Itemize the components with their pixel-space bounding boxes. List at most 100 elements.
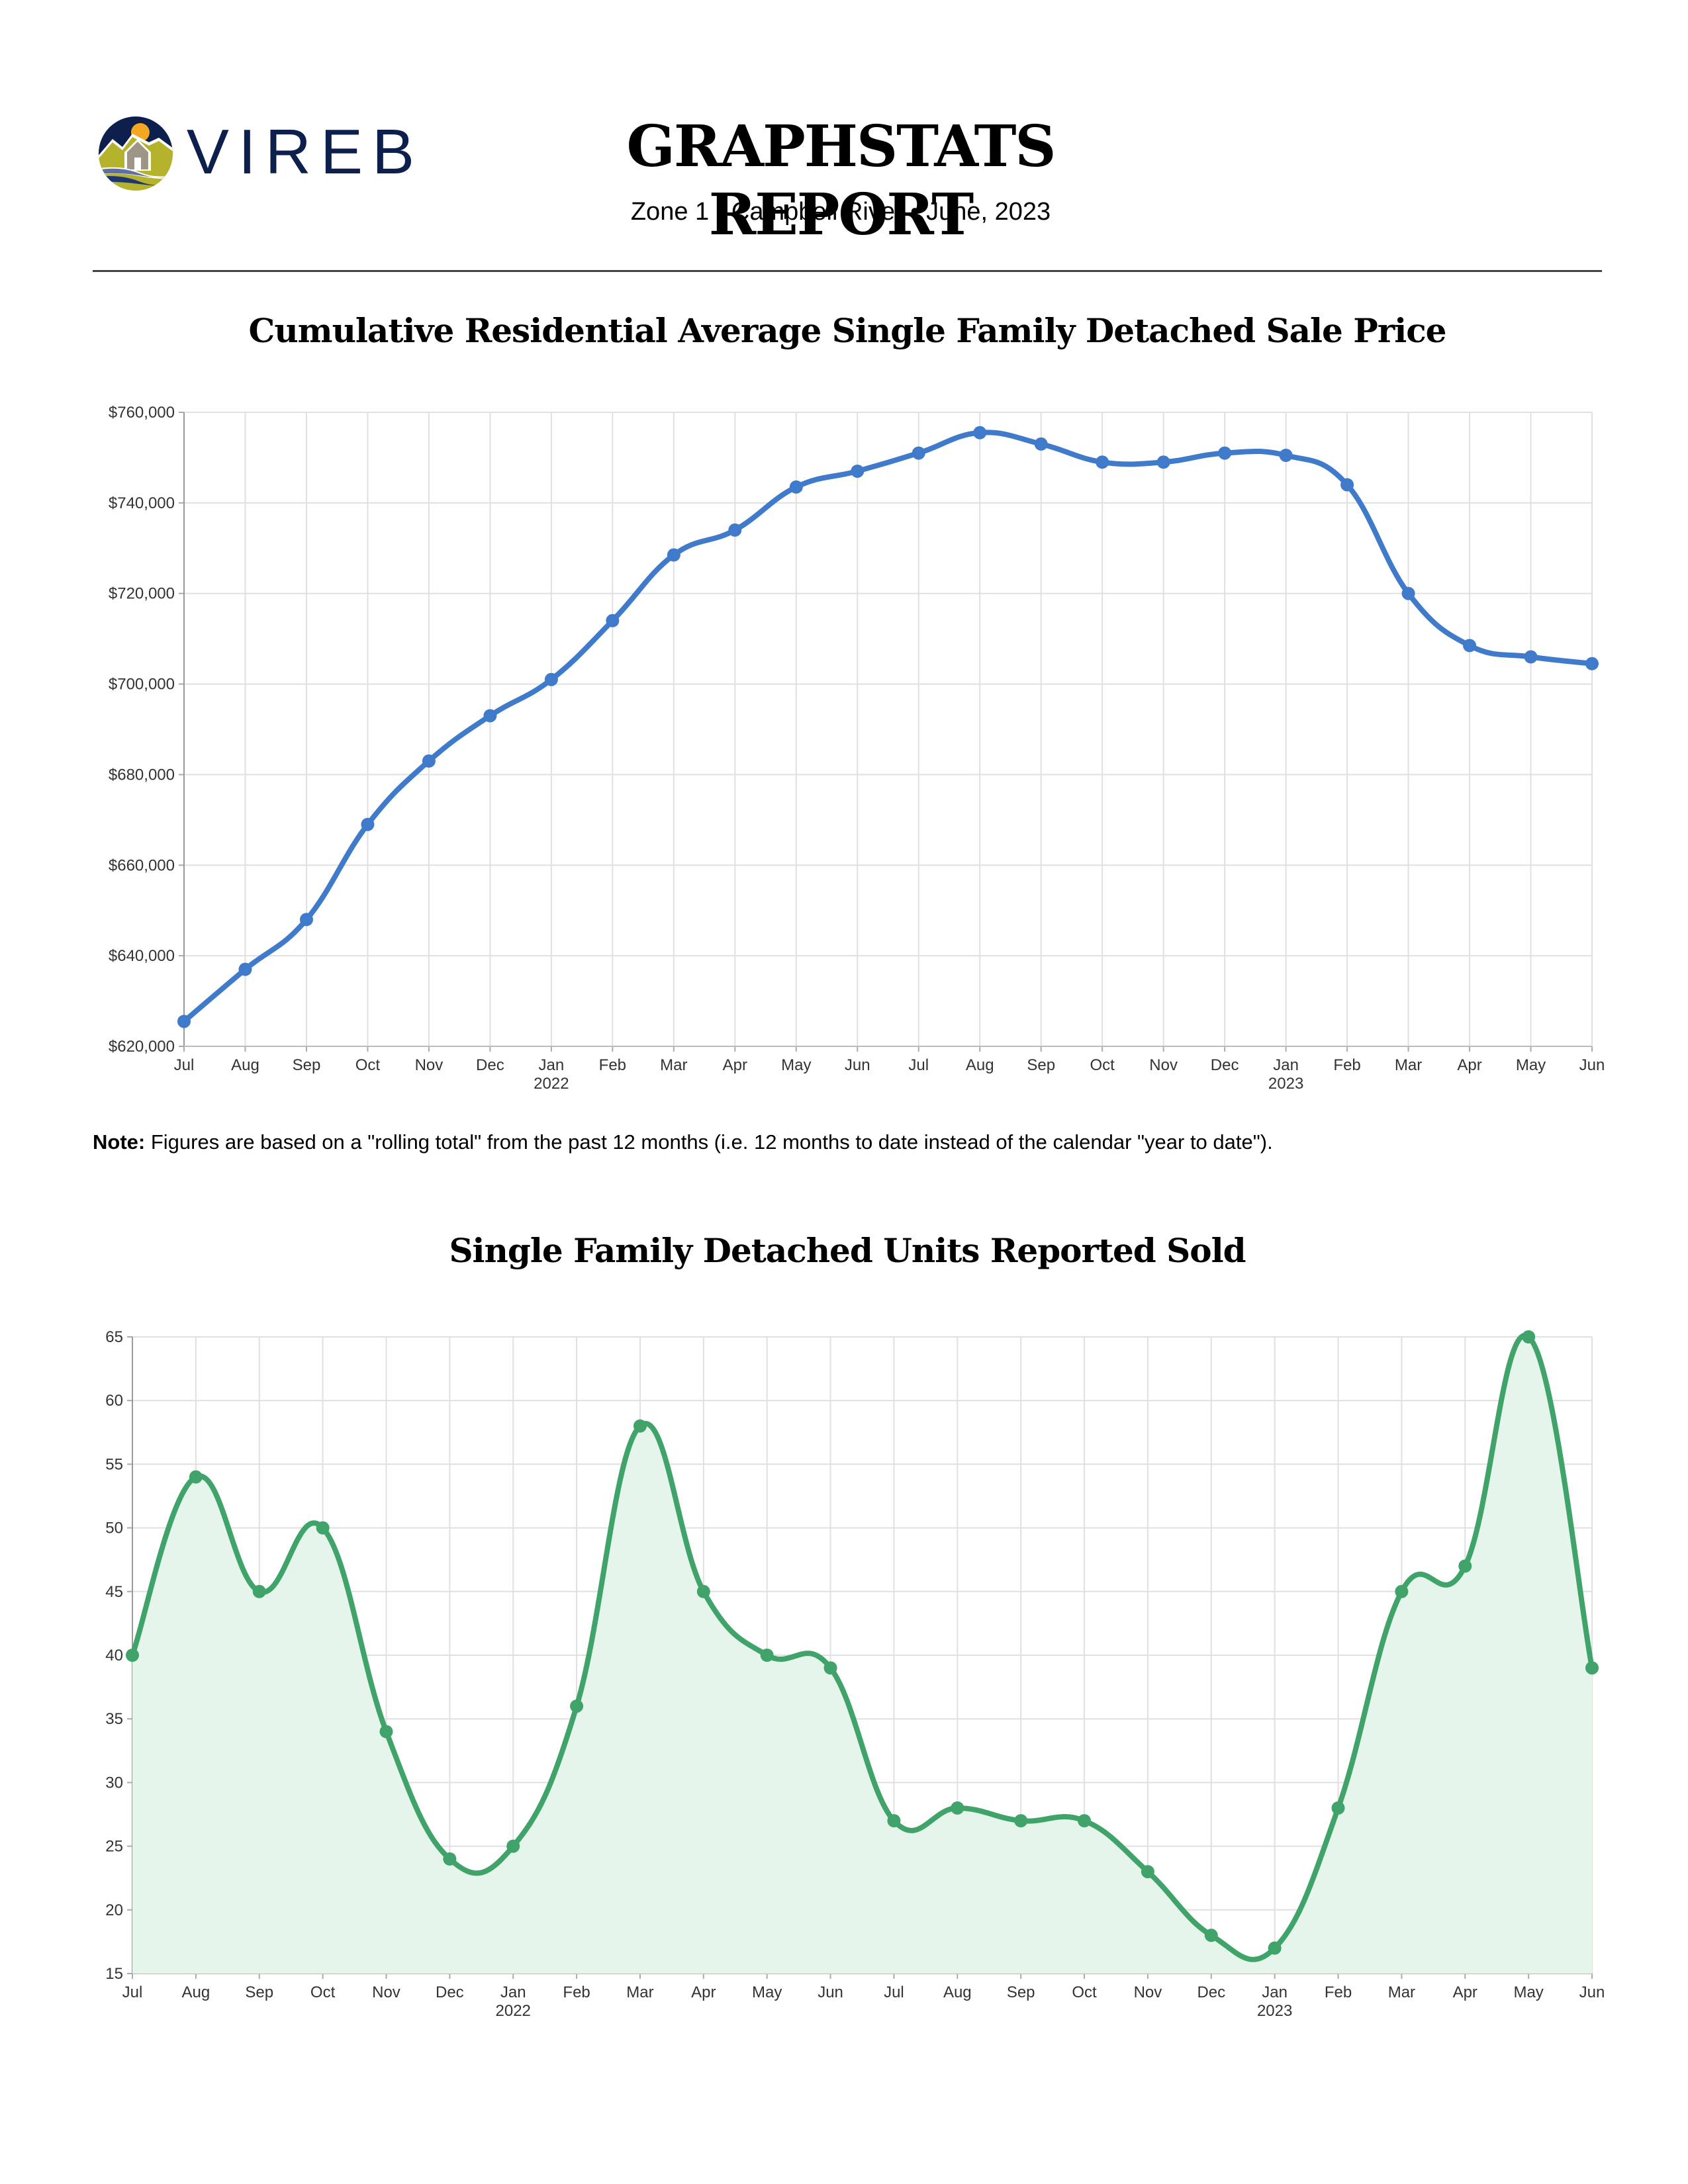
data-point bbox=[1585, 1661, 1599, 1675]
data-point bbox=[1096, 455, 1109, 469]
x-tick-label: Oct bbox=[310, 1983, 336, 2001]
x-tick-label: Jan bbox=[500, 1983, 526, 2001]
report-header: VIREB GRAPHSTATS REPORT Zone 1 - Campbel… bbox=[93, 106, 1602, 271]
x-tick-label: May bbox=[1516, 1056, 1546, 1074]
x-tick-label: May bbox=[781, 1056, 811, 1074]
x-tick-label: Sep bbox=[1027, 1056, 1055, 1074]
y-tick-label: $660,000 bbox=[109, 856, 175, 874]
x-tick-label: Oct bbox=[1072, 1983, 1097, 2001]
x-tick-label: Jun bbox=[818, 1983, 843, 2001]
x-tick-label: Sep bbox=[1007, 1983, 1035, 2001]
x-tick-label: Jul bbox=[884, 1983, 904, 2001]
y-tick-label: $740,000 bbox=[109, 494, 175, 512]
x-tick-label: Jun bbox=[1579, 1056, 1605, 1074]
x-tick-label: Jan bbox=[1262, 1983, 1288, 2001]
data-point bbox=[1331, 1801, 1345, 1815]
units-chart-title: Single Family Detached Units Reported So… bbox=[449, 1231, 1246, 1270]
x-tick-label: Jan bbox=[1273, 1056, 1299, 1074]
data-point bbox=[1034, 437, 1048, 451]
y-tick-label: 35 bbox=[105, 1710, 123, 1728]
x-tick-label: Jun bbox=[1579, 1983, 1605, 2001]
y-tick-label: 15 bbox=[105, 1965, 123, 1983]
data-point bbox=[570, 1699, 584, 1713]
y-tick-label: $620,000 bbox=[109, 1038, 175, 1056]
data-point bbox=[951, 1801, 964, 1815]
data-point bbox=[189, 1470, 203, 1484]
data-point bbox=[126, 1649, 139, 1662]
units-chart: 15 20 25 30 35 40 45 50 55 60 65 Jul Aug Sep Oct Nov Dec… bbox=[105, 1328, 1605, 2020]
x-tick-label: Dec bbox=[436, 1983, 464, 2001]
y-tick-label: 40 bbox=[105, 1647, 123, 1664]
grid bbox=[179, 412, 1593, 1052]
data-point bbox=[667, 548, 680, 562]
y-tick-label: $680,000 bbox=[109, 766, 175, 784]
x-tick-label: Nov bbox=[372, 1983, 400, 2001]
data-point bbox=[851, 464, 865, 478]
y-tick-label: $700,000 bbox=[109, 676, 175, 694]
data-point bbox=[1458, 1559, 1472, 1573]
data-point bbox=[177, 1015, 191, 1028]
data-point bbox=[379, 1725, 393, 1739]
x-tick-label: Aug bbox=[943, 1983, 972, 2001]
y-tick-label: 60 bbox=[105, 1392, 123, 1410]
x-tick-label: Feb bbox=[1333, 1056, 1360, 1074]
x-tick-label: Nov bbox=[1134, 1983, 1162, 2001]
x-tick-label: Dec bbox=[476, 1056, 504, 1074]
x-tick-label: Aug bbox=[966, 1056, 994, 1074]
data-point bbox=[1463, 639, 1477, 653]
y-tick-label: 45 bbox=[105, 1583, 123, 1601]
y-tick-label: 55 bbox=[105, 1455, 123, 1473]
x-tick-label: Jan bbox=[539, 1056, 565, 1074]
x-tick-label: Mar bbox=[1395, 1056, 1422, 1074]
data-point bbox=[361, 817, 375, 831]
x-tick-label: Aug bbox=[231, 1056, 259, 1074]
x-tick-label: May bbox=[1513, 1983, 1543, 2001]
x-year-label: 2023 bbox=[1268, 1075, 1303, 1093]
y-tick-label: $720,000 bbox=[109, 585, 175, 603]
x-tick-label: May bbox=[752, 1983, 782, 2001]
price-chart-title: Cumulative Residential Average Single Fa… bbox=[248, 311, 1447, 350]
y-tick-label: $760,000 bbox=[109, 404, 175, 422]
x-tick-label: Jul bbox=[908, 1056, 929, 1074]
data-point bbox=[1141, 1865, 1154, 1879]
x-tick-label: Apr bbox=[691, 1983, 716, 2001]
data-point bbox=[789, 480, 803, 494]
x-tick-label: Nov bbox=[1149, 1056, 1178, 1074]
vireb-logo: VIREB bbox=[93, 113, 424, 192]
data-point bbox=[606, 614, 620, 627]
data-point bbox=[506, 1839, 520, 1853]
x-year-label: 2022 bbox=[496, 2002, 531, 2020]
x-year-label: 2022 bbox=[534, 1075, 569, 1093]
data-point bbox=[887, 1814, 901, 1828]
data-point bbox=[728, 523, 742, 537]
data-point bbox=[238, 962, 252, 976]
x-tick-label: Sep bbox=[245, 1983, 273, 2001]
x-tick-label: Aug bbox=[182, 1983, 211, 2001]
y-tick-label: 50 bbox=[105, 1520, 123, 1537]
x-tick-label: Apr bbox=[1457, 1056, 1481, 1074]
data-point bbox=[1522, 1330, 1536, 1343]
x-tick-label: Nov bbox=[415, 1056, 444, 1074]
data-point bbox=[1585, 657, 1599, 670]
x-tick-label: Feb bbox=[599, 1056, 626, 1074]
data-point bbox=[1395, 1584, 1409, 1598]
data-point bbox=[483, 709, 497, 723]
x-tick-label: Jul bbox=[122, 1983, 143, 2001]
x-tick-label: Dec bbox=[1211, 1056, 1239, 1074]
data-point bbox=[1218, 446, 1232, 460]
note: Note: Figures are based on a "rolling to… bbox=[93, 1130, 1273, 1154]
vireb-logo-icon bbox=[98, 116, 173, 191]
data-point bbox=[912, 446, 925, 460]
note-label: Note: bbox=[93, 1130, 146, 1154]
x-tick-label: Jul bbox=[174, 1056, 195, 1074]
data-point bbox=[1014, 1814, 1028, 1828]
price-chart: $620,000 $640,000 $660,000 $680,000 $700,000… bbox=[109, 404, 1605, 1093]
note-text: Figures are based on a "rolling total" f… bbox=[145, 1130, 1273, 1154]
x-tick-label: Feb bbox=[1325, 1983, 1352, 2001]
x-tick-label: Oct bbox=[1090, 1056, 1115, 1074]
logo-text: VIREB bbox=[186, 116, 424, 187]
header-divider bbox=[93, 270, 1602, 272]
y-tick-label: 30 bbox=[105, 1774, 123, 1792]
data-point bbox=[633, 1419, 647, 1433]
data-point bbox=[316, 1521, 330, 1535]
